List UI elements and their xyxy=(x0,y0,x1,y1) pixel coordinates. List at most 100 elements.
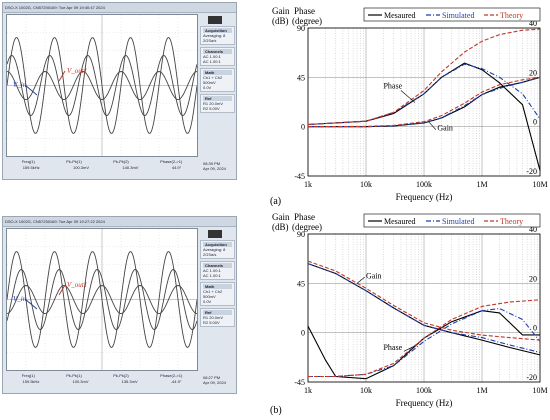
scope-trace-1 xyxy=(6,37,198,134)
annotation-phase: Phase xyxy=(383,81,402,90)
legend-label: Mesaured xyxy=(384,11,416,20)
phase-tick-label: 90 xyxy=(297,230,305,239)
acquisition-mode: Averaging: 8 xyxy=(203,33,226,38)
phase-axis-title: Phase xyxy=(294,212,315,222)
phase-series-theory xyxy=(307,28,541,126)
measure-value-pkpk2: 135.3mV xyxy=(121,379,138,384)
math-offset: 0.0V xyxy=(203,85,212,90)
scope-waveforms: V_in V_out1 xyxy=(6,229,198,370)
scope-clock: 08:39 PM Apr 09, 2024 xyxy=(203,161,226,171)
v-in-label: V_in xyxy=(13,81,27,89)
measure-label-freq: Freq(1) xyxy=(21,373,35,378)
v-in-arrow xyxy=(24,84,38,96)
gain-tick-label: 20 xyxy=(529,274,537,283)
math-box: Math Ch1 + Ch2 500mV 0.0V xyxy=(200,282,235,306)
measure-label-freq: Freq(1) xyxy=(21,159,35,164)
annotation-gain: Gain xyxy=(437,123,453,132)
math-box: Math Ch1 + Ch2 500mV 0.0V xyxy=(200,68,235,92)
acquisition-mode: Averaging: 8 xyxy=(203,247,226,252)
annotation-gain: Gain xyxy=(366,271,382,280)
ref-box: Ref R1 20.0mV R2 5.00V xyxy=(200,308,235,327)
measure-label-phase: Phase(2->1) xyxy=(160,373,183,378)
gain-series-simulated xyxy=(307,263,541,353)
keysight-logo-icon xyxy=(208,16,222,24)
phase-tick-label: 90 xyxy=(297,24,305,33)
acquisition-rate: 2GSa/s xyxy=(203,38,217,43)
x-tick-label: 10M xyxy=(532,180,547,189)
channel-1-setting: AC 1.00:1 xyxy=(203,54,221,59)
ref-1: R1 20.0mV xyxy=(203,101,224,106)
legend-label: Simulated xyxy=(442,217,474,226)
channel-1-setting: AC 1.00:1 xyxy=(203,268,221,273)
legend-label: Theory xyxy=(500,217,523,226)
x-axis-label: Frequency (Hz) xyxy=(396,192,453,202)
phase-axis-title: Phase xyxy=(294,6,315,16)
scope-display: V_in V_out1 xyxy=(6,14,198,157)
gain-tick-label: 40 xyxy=(529,19,537,28)
ref-2: R2 5.00V xyxy=(203,320,220,325)
measure-value-phase: 44.9° xyxy=(171,165,182,170)
math-scale: 500mV xyxy=(203,294,216,299)
ref-2: R2 5.00V xyxy=(203,106,220,111)
measure-label-pkpk1: Pk-Pk(1) xyxy=(66,159,82,164)
measure-value-phase: -44.9° xyxy=(170,379,182,384)
legend-label: Theory xyxy=(500,11,523,20)
annotation-phase: Phase xyxy=(383,343,402,352)
gain-series-theory xyxy=(307,76,541,128)
math-scale: 500mV xyxy=(203,80,216,85)
channels-box: Channels AC 1.00:1 AC 1.00:1 xyxy=(200,261,235,280)
annotation-leader xyxy=(428,121,437,130)
measure-label-pkpk1: Pk-Pk(1) xyxy=(66,373,82,378)
channels-title: Channels xyxy=(203,263,232,268)
phase-axis-unit: (degree) xyxy=(292,222,322,232)
measure-value-freq: 159.5kHz xyxy=(22,379,40,384)
plot-frame xyxy=(307,233,541,383)
channel-2-setting: AC 1.00:1 xyxy=(203,273,221,278)
measure-label-pkpk2: Pk-Pk(2) xyxy=(113,159,129,164)
phase-tick-label: -45 xyxy=(294,378,305,387)
legend-box xyxy=(363,213,541,228)
acquisition-title: Acquisition xyxy=(203,242,232,247)
acquisition-box: Acquisition Averaging: 8 2GSa/s xyxy=(200,240,235,259)
clock-time: 08:39 PM xyxy=(203,161,221,166)
scope-screenshot-a: DSO-X 1002G, CN57250169: Tue Apr 09 19:4… xyxy=(2,2,237,180)
acquisition-box: Acquisition Averaging: 8 2GSa/s xyxy=(200,26,235,45)
phase-axis-unit: (degree) xyxy=(292,16,322,26)
ref-box: Ref R1 20.0mV R2 5.00V xyxy=(200,94,235,113)
x-tick-label: 10k xyxy=(360,180,372,189)
v-in-arrow xyxy=(24,298,38,310)
gain-tick-label: -20 xyxy=(526,167,537,176)
v-out-arrow xyxy=(58,70,66,82)
math-title: Math xyxy=(203,284,232,289)
scope-trace-2 xyxy=(6,55,198,116)
scope-header: DSO-X 1002G, CN57250169: Tue Apr 09 19:4… xyxy=(3,3,236,13)
clock-date: Apr 09, 2024 xyxy=(203,166,226,171)
scope-trace-2 xyxy=(6,269,198,330)
scope-measurements: Freq(1) Pk-Pk(1) Pk-Pk(2) Phase(2->1) 15… xyxy=(6,373,198,393)
gain-tick-label: 0 xyxy=(533,118,537,127)
caption-b: (b) xyxy=(270,405,282,416)
legend-label: Simulated xyxy=(442,11,474,20)
scope-header: DSO-X 1002G, CN57250169: Tue Apr 09 19:2… xyxy=(3,217,236,227)
v-out-arrow xyxy=(58,284,66,296)
phase-tick-label: 45 xyxy=(297,279,305,288)
gain-tick-label: -20 xyxy=(526,373,537,382)
x-tick-label: 1M xyxy=(476,180,487,189)
scope-trace-1 xyxy=(6,251,198,348)
gain-axis-title: Gain xyxy=(272,6,290,16)
scope-measurements: Freq(1) Pk-Pk(1) Pk-Pk(2) Phase(2->1) 15… xyxy=(6,159,198,179)
phase-tick-label: 45 xyxy=(297,73,305,82)
measure-value-pkpk1: 100.3mV xyxy=(72,379,89,384)
legend-label: Mesaured xyxy=(384,217,416,226)
x-tick-label: 1M xyxy=(476,386,487,395)
x-tick-label: 10M xyxy=(532,386,547,395)
clock-date: Apr 09, 2024 xyxy=(203,380,226,385)
ref-1: R1 20.0mV xyxy=(203,315,224,320)
annotation-leader xyxy=(356,276,365,284)
keysight-logo-icon xyxy=(208,230,222,238)
gain-axis-unit: (dB) xyxy=(272,222,289,232)
scope-side-panel: Acquisition Averaging: 8 2GSa/s Channels… xyxy=(200,228,235,371)
scope-trace-3 xyxy=(6,71,198,100)
x-tick-label: 1k xyxy=(304,386,312,395)
